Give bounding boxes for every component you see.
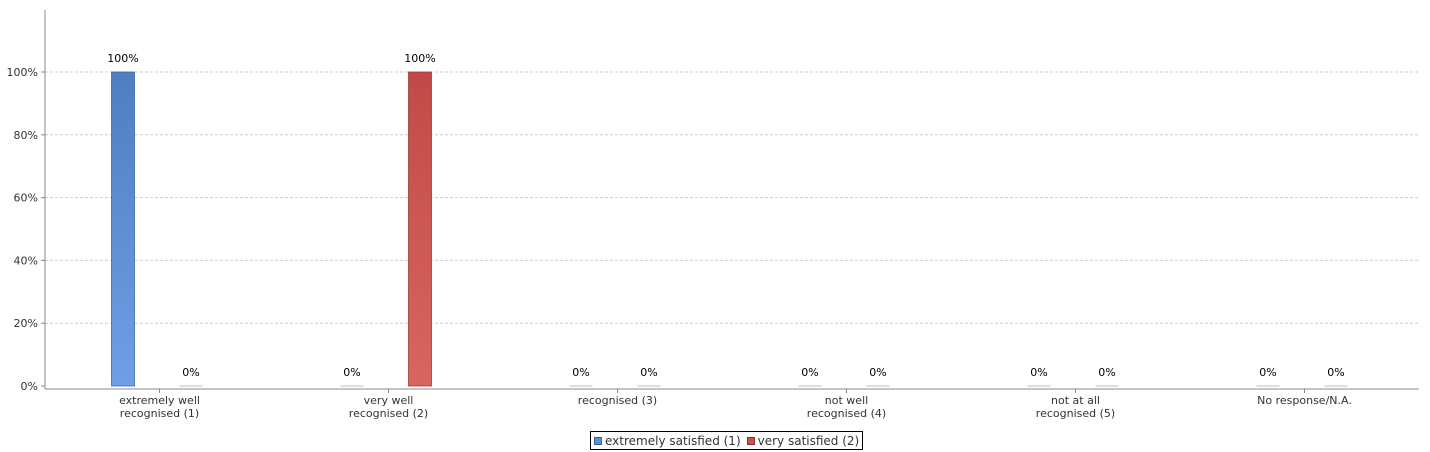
x-category-label: No response/N.A.	[1257, 394, 1352, 407]
bars	[111, 71, 1348, 387]
y-tick-label: 40%	[14, 254, 38, 267]
y-tick-label: 100%	[7, 66, 38, 79]
bar	[408, 71, 432, 387]
data-label: 0%	[343, 366, 360, 379]
legend-swatch-red	[746, 436, 755, 445]
x-category-label: very well recognised (2)	[349, 394, 428, 420]
data-label: 0%	[640, 366, 657, 379]
legend-label: extremely satisfied (1)	[605, 433, 741, 448]
bar-chart: 0%20%40%60%80%100% 100%0% 0%100%0% 0% 0% 0% 0…	[7, 10, 1419, 420]
bar	[111, 71, 135, 387]
data-label: 0%	[801, 366, 818, 379]
x-category-label: recognised (3)	[578, 394, 657, 407]
data-label: 0%	[1098, 366, 1115, 379]
data-label: 0%	[1030, 366, 1047, 379]
x-category-label: not at all recognised (5)	[1036, 394, 1115, 420]
legend-label: very satisfied (2)	[757, 433, 860, 448]
gridlines	[45, 71, 1419, 324]
data-label: 100%	[404, 52, 435, 65]
legend-item-very-satisfied: very satisfied (2)	[746, 433, 860, 448]
data-label: 0%	[182, 366, 199, 379]
y-axis-ticks: 0% 20% 40% 60% 80% 100%	[7, 66, 45, 393]
x-category-label: not well recognised (4)	[807, 394, 886, 420]
y-tick-label: 0%	[21, 380, 38, 393]
legend-item-extremely-satisfied: extremely satisfied (1)	[594, 434, 741, 448]
data-label: 100%	[107, 52, 138, 65]
y-tick-label: 20%	[14, 317, 38, 330]
data-label: 0%	[572, 366, 589, 379]
legend-swatch-blue	[594, 436, 602, 445]
data-label: 0%	[869, 366, 886, 379]
data-labels: 100% 0% 0% 100% 0% 0% 0% 0% 0% 0% 0% 0%	[107, 52, 1344, 379]
x-category-label: extremely well recognised (1)	[119, 394, 200, 420]
legend: extremely satisfied (1) very satisfied (…	[590, 431, 864, 450]
y-tick-label: 80%	[14, 129, 38, 142]
x-axis-categories: extremely well recognised (1) very well rec…	[119, 389, 1352, 420]
data-label: 0%	[1327, 366, 1344, 379]
data-label: 0%	[1259, 366, 1276, 379]
y-tick-label: 60%	[14, 192, 38, 205]
